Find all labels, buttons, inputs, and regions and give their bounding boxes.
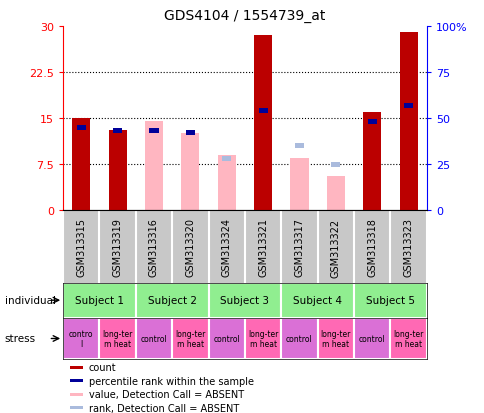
Text: Subject 4: Subject 4 [292, 295, 342, 306]
Bar [222, 157, 231, 161]
Bar [208, 318, 244, 359]
Text: long-ter
m heat: long-ter m heat [393, 329, 423, 348]
Text: GSM313319: GSM313319 [112, 218, 122, 277]
Bar [149, 129, 158, 134]
Bar [281, 318, 317, 359]
Text: control: control [358, 334, 385, 343]
Bar [258, 109, 267, 114]
Text: Subject 3: Subject 3 [220, 295, 269, 306]
Bar [390, 318, 426, 359]
Bar [76, 126, 86, 131]
Bar [185, 131, 195, 136]
Bar [136, 283, 208, 318]
Bar [317, 318, 353, 359]
Bar [326, 177, 344, 211]
Bar [399, 33, 417, 211]
Bar [217, 156, 235, 211]
Text: control: control [140, 334, 167, 343]
Bar [363, 113, 380, 211]
Bar [290, 159, 308, 211]
Text: individual: individual [5, 295, 56, 306]
Text: long-ter
m heat: long-ter m heat [320, 329, 350, 348]
Title: GDS4104 / 1554739_at: GDS4104 / 1554739_at [164, 9, 325, 23]
Text: GSM313316: GSM313316 [149, 218, 159, 277]
Text: value, Detection Call = ABSENT: value, Detection Call = ABSENT [88, 389, 243, 399]
Text: Subject 5: Subject 5 [365, 295, 414, 306]
Bar [70, 406, 83, 409]
Text: GSM313317: GSM313317 [294, 218, 304, 277]
Bar [353, 283, 426, 318]
Bar [367, 120, 376, 125]
Text: Subject 1: Subject 1 [75, 295, 124, 306]
Bar [72, 119, 90, 211]
Bar [70, 380, 83, 382]
Bar [172, 318, 208, 359]
Bar [99, 318, 136, 359]
Bar [108, 131, 126, 211]
Text: GSM313318: GSM313318 [366, 218, 377, 277]
Bar [181, 134, 199, 211]
Bar [331, 162, 340, 167]
Bar [244, 318, 281, 359]
Bar [70, 366, 83, 369]
Bar [63, 283, 136, 318]
Bar [136, 318, 172, 359]
Text: stress: stress [5, 334, 36, 344]
Bar [403, 103, 412, 108]
Text: long-ter
m heat: long-ter m heat [247, 329, 278, 348]
Bar [353, 318, 390, 359]
Text: count: count [88, 362, 116, 373]
Bar [70, 393, 83, 396]
Text: GSM313321: GSM313321 [257, 218, 268, 277]
Text: long-ter
m heat: long-ter m heat [102, 329, 133, 348]
Text: GSM313322: GSM313322 [330, 218, 340, 277]
Bar [208, 283, 281, 318]
Text: Subject 2: Subject 2 [147, 295, 197, 306]
Text: control: control [286, 334, 312, 343]
Bar [294, 144, 303, 149]
Text: GSM313323: GSM313323 [403, 218, 413, 277]
Text: contro
l: contro l [69, 329, 93, 348]
Bar [145, 122, 163, 211]
Bar [254, 36, 272, 211]
Text: long-ter
m heat: long-ter m heat [175, 329, 205, 348]
Bar [281, 283, 353, 318]
Text: control: control [213, 334, 240, 343]
Text: percentile rank within the sample: percentile rank within the sample [88, 376, 253, 386]
Bar [113, 129, 122, 134]
Text: GSM313324: GSM313324 [221, 218, 231, 277]
Bar [63, 318, 99, 359]
Text: GSM313320: GSM313320 [185, 218, 195, 277]
Text: GSM313315: GSM313315 [76, 218, 86, 277]
Text: rank, Detection Call = ABSENT: rank, Detection Call = ABSENT [88, 403, 238, 413]
